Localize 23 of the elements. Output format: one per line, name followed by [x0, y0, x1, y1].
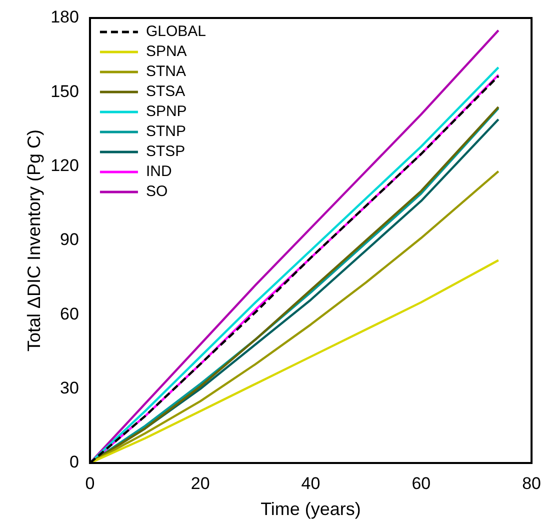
y-tick-label: 90 — [60, 230, 79, 250]
x-tick-label: 80 — [522, 474, 542, 493]
legend-label: SO — [146, 183, 168, 200]
legend-label: STSA — [146, 83, 186, 100]
x-axis-title: Time (years) — [260, 499, 361, 520]
legend-label: SPNA — [146, 43, 187, 60]
y-tick-label: 30 — [60, 378, 79, 398]
y-tick-label: 120 — [50, 156, 79, 176]
legend-label: SPNP — [146, 103, 187, 120]
x-tick-label: 20 — [190, 474, 210, 493]
y-axis-title: Total ΔDIC Inventory (Pg C) — [24, 129, 44, 352]
y-tick-label: 0 — [69, 452, 79, 472]
y-tick-label: 180 — [50, 8, 79, 27]
legend-label: STNA — [146, 63, 186, 80]
legend-label: STSP — [146, 143, 186, 160]
legend-label: STNP — [146, 123, 186, 140]
x-tick-label: 0 — [85, 474, 95, 493]
legend-label: GLOBAL — [146, 23, 206, 40]
x-tick-label: 40 — [301, 474, 320, 493]
x-tick-label: 60 — [412, 474, 431, 493]
y-tick-label: 150 — [50, 82, 79, 101]
legend-label: IND — [146, 163, 172, 180]
y-tick-label: 60 — [60, 304, 79, 324]
